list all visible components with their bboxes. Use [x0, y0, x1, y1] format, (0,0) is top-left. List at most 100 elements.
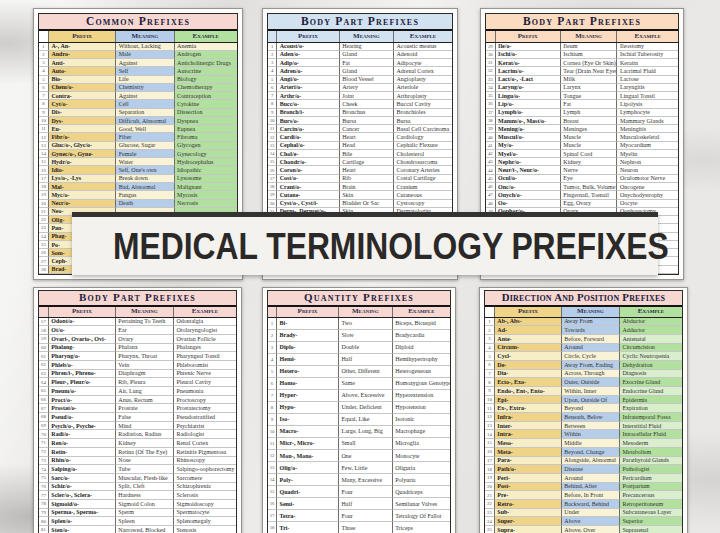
table-row: 46Onc/o-Tumor, Bulk, VolumeOncogene [486, 183, 678, 191]
prefix-cell: Chem/o- [49, 84, 116, 92]
column-header-meaning: Meaning [116, 31, 174, 42]
example-cell: Isotonic [393, 414, 450, 426]
meaning-cell: Lymph [561, 109, 618, 117]
prefix-cell: Endo-, Ent-, Ento- [495, 387, 562, 396]
example-cell: Ileostomy [617, 43, 677, 51]
row-number: 14 [268, 150, 277, 158]
prefix-cell: Macro- [277, 426, 339, 438]
prefix-cell: Chondr/o- [277, 158, 340, 166]
row-number: 8 [485, 378, 495, 387]
row-number: 61 [39, 352, 49, 361]
column-header-meaning: Meaning [562, 307, 620, 317]
table-row: 4Circum-AroundCircumcision [485, 344, 682, 353]
example-cell: Intracellular Fluid [620, 430, 682, 439]
meaning-cell: Kidney [116, 439, 174, 448]
meaning-cell: Equal, Like [339, 414, 393, 426]
prefix-cell: Aden/o- [277, 51, 340, 59]
prefix-table: Quantity PrefixesPrefixMeaningExample1Bi… [267, 290, 451, 533]
meaning-cell: Fingernail, Toenail [561, 191, 618, 199]
meaning-cell: Slow [339, 330, 393, 342]
example-cell: Adrenal Cortex [394, 67, 452, 75]
table-row: 15Quadri-FourQuadriceps [268, 486, 450, 498]
header-number-cell [268, 307, 277, 317]
prefix-cell: Onych/o- [496, 191, 561, 199]
table-row: 3Adip/o-FatAdipocyte [268, 59, 452, 67]
table-row: 13Gluc/o-, Glyc/o-Glucose, SugarGlycogen [39, 142, 237, 150]
table-header-row: PrefixMeaningExample [268, 307, 450, 318]
prefix-cell: Arteri/o- [277, 84, 340, 92]
meaning-cell: Above, Over [562, 526, 620, 533]
row-number: 2 [39, 51, 49, 59]
example-cell: Semilunar Valves [393, 498, 450, 510]
prefix-cell: Intra- [495, 430, 562, 439]
row-number: 15 [39, 158, 49, 166]
example-cell: Pericardium [620, 474, 682, 483]
meaning-cell: Ileum [561, 43, 618, 51]
table-row: 32Lacrim/o-Tear (Drain Near Eyes)Lacrima… [486, 67, 678, 75]
example-cell: Precancerous [620, 491, 682, 500]
prefix-cell: Olig/o- [277, 462, 339, 474]
example-cell: Biceps, Bicuspid [393, 318, 450, 330]
example-cell: Arteriole [394, 84, 452, 92]
example-cell: Circumcision [620, 344, 682, 353]
prefix-cell: Laryng/o- [496, 84, 561, 92]
example-cell: Exocrine Gland [620, 378, 682, 387]
prefix-cell: Pseud/o- [49, 413, 116, 422]
example-cell: Monocyte [393, 450, 450, 462]
meaning-cell: Many, Excessive [339, 474, 393, 486]
table-row: 18Crani/o-BrainCranium [268, 183, 452, 191]
example-cell: Eupnea [175, 125, 237, 133]
meaning-cell: Narrowed, Blocked [116, 526, 174, 533]
prefix-cell: Lingu/o- [496, 92, 561, 100]
row-number: 2 [485, 326, 495, 335]
example-cell: Musculoskeletal [617, 133, 677, 141]
example-cell: Mesoderm [620, 439, 682, 448]
table-row: 16Coron/o-HeartCoronary Arteries [268, 166, 452, 174]
row-number: 14 [39, 150, 49, 158]
example-cell: Myocardium [617, 142, 677, 150]
meaning-cell: Beyond, Change [562, 448, 620, 457]
row-number: 48 [486, 200, 496, 208]
table-row: 5Hetero-Other, DifferentHeterogeneous [268, 366, 450, 378]
example-cell: Quadriceps [393, 486, 450, 498]
row-number: 21 [485, 491, 495, 500]
row-number: 13 [485, 422, 495, 431]
table-row: 61Pharyng/o-Pharynx, ThroatPharyngeal To… [39, 352, 236, 361]
meaning-cell: Beneath, Below [562, 413, 620, 422]
prefix-cell: Neur/i-, Neur/o- [496, 166, 561, 174]
row-number: 9 [268, 414, 277, 426]
example-cell: Oculomotor Nerve [617, 175, 677, 183]
column-header-example: Example [617, 31, 677, 42]
column-header-prefix: Prefix [277, 307, 339, 317]
meaning-cell: Spleen [116, 517, 174, 526]
example-cell: Cranium [394, 183, 452, 191]
row-number: 32 [486, 67, 496, 75]
row-number: 16 [268, 498, 277, 510]
row-number: 4 [268, 67, 277, 75]
example-cell: Schizophrenia [174, 483, 236, 492]
prefix-cell: Sigmoid/o- [49, 500, 116, 509]
table-row: 17Tetra-FourTetralogy Of Fallot [268, 510, 450, 522]
example-cell: Fibroma [175, 133, 237, 141]
example-cell: Prostatectomy [174, 404, 236, 413]
table-row: 25Supra-Above, OverSuprarenal [485, 526, 682, 533]
prefix-cell: Radi/o- [49, 430, 116, 439]
row-number: 39 [486, 125, 496, 133]
table-row: 12Cardi/o-HeartCardiology [268, 133, 452, 141]
table-row: 6De-Away From, EndingDehydration [485, 361, 682, 370]
prefix-cell: Lacrim/o- [496, 67, 561, 75]
meaning-cell: Split, Cleft [116, 483, 174, 492]
table-row: 20Cyst/o-, Cyst/i-Bladder Or SacCystosco… [268, 200, 452, 208]
example-cell: Acoustic meatus [394, 43, 452, 51]
table-row: 16Semi-HalfSemilunar Valves [268, 498, 450, 510]
example-cell: Necrosis [175, 200, 237, 208]
prefix-cell: Ischi/o- [496, 51, 561, 59]
table-header-row: PrefixMeaningExample [268, 31, 452, 43]
prefix-cell: Proct/o- [49, 396, 116, 405]
row-number: 22 [39, 216, 49, 224]
meaning-cell: Life [116, 76, 174, 84]
table-row: 24Super-AboveSuperior [485, 517, 682, 526]
prefix-cell: Lymph/o- [496, 109, 561, 117]
prefix-cell: Onc/o- [496, 183, 561, 191]
table-row: 1A-, An-Without, LackingAnemia [39, 43, 237, 51]
